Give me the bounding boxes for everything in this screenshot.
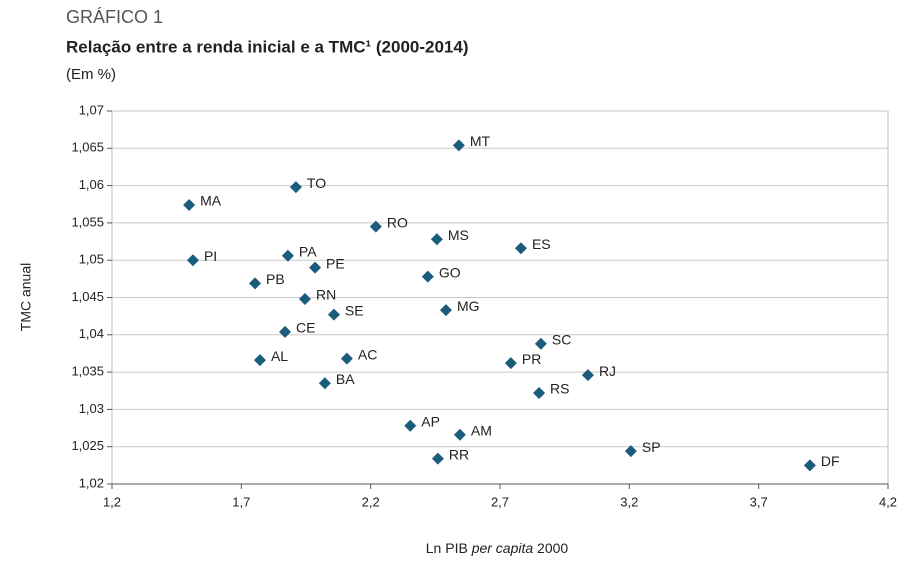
- point: [249, 277, 262, 290]
- point: [253, 354, 266, 367]
- x-axis-label-part: per capita: [471, 540, 534, 556]
- point: [430, 233, 443, 246]
- y-tick-label: 1,035: [71, 364, 104, 379]
- point-label: MS: [448, 227, 469, 243]
- point: [318, 377, 331, 390]
- x-axis-label: Ln PIB per capita 2000: [426, 540, 569, 556]
- point: [279, 325, 292, 338]
- point-label: CE: [296, 320, 315, 336]
- point: [298, 292, 311, 305]
- point-label: AP: [421, 414, 440, 430]
- x-tick-label: 1,2: [103, 494, 121, 509]
- y-tick-label: 1,045: [71, 289, 104, 304]
- point: [186, 254, 199, 267]
- point-label: SC: [552, 331, 571, 347]
- point-label: MA: [200, 193, 222, 209]
- y-tick-label: 1,06: [79, 177, 104, 192]
- point-label: PA: [299, 243, 317, 259]
- point-label: RO: [387, 214, 408, 230]
- chart-title: Relação entre a renda inicial e a TMC¹ (…: [66, 37, 469, 56]
- point-label: AC: [358, 346, 377, 362]
- y-tick-label: 1,04: [79, 326, 104, 341]
- point: [504, 357, 517, 370]
- point: [369, 220, 382, 233]
- point-label: AL: [271, 348, 288, 364]
- point: [183, 198, 196, 211]
- y-axis-label: TMC anual: [18, 263, 34, 331]
- point: [289, 181, 302, 194]
- point-label: PI: [204, 248, 217, 264]
- y-tick-label: 1,05: [79, 252, 104, 267]
- point-label: RJ: [599, 363, 616, 379]
- y-tick-label: 1,025: [71, 438, 104, 453]
- point: [534, 337, 547, 350]
- point-label: MG: [457, 298, 480, 314]
- point: [327, 308, 340, 321]
- point: [533, 386, 546, 399]
- point: [421, 270, 434, 283]
- point-label: MT: [470, 133, 491, 149]
- point-label: SE: [345, 302, 364, 318]
- x-tick-label: 2,2: [362, 494, 380, 509]
- y-tick-label: 1,07: [79, 102, 104, 117]
- x-tick-label: 3,2: [620, 494, 638, 509]
- point: [281, 249, 294, 262]
- point-label: PR: [522, 351, 541, 367]
- point: [624, 445, 637, 458]
- point-label: ES: [532, 236, 551, 252]
- point: [431, 452, 444, 465]
- x-tick-label: 1,7: [232, 494, 250, 509]
- y-tick-label: 1,065: [71, 140, 104, 155]
- point-label: RS: [550, 381, 569, 397]
- point: [340, 352, 353, 365]
- point: [404, 419, 417, 432]
- x-axis-label-part: 2000: [533, 540, 568, 556]
- x-tick-label: 2,7: [491, 494, 509, 509]
- point: [452, 139, 465, 152]
- chart-subtitle: (Em %): [66, 66, 116, 83]
- y-tick-label: 1,02: [79, 475, 104, 490]
- point-label: DF: [821, 453, 840, 469]
- x-tick-label: 3,7: [750, 494, 768, 509]
- x-axis-label-part: Ln PIB: [426, 540, 472, 556]
- point-label: AM: [471, 422, 492, 438]
- point-label: RN: [316, 287, 336, 303]
- point-label: SP: [642, 439, 661, 455]
- chart-label: GRÁFICO 1: [66, 7, 163, 27]
- y-tick-label: 1,055: [71, 214, 104, 229]
- point-label: PE: [326, 255, 345, 271]
- point: [581, 369, 594, 382]
- point-label: RR: [449, 446, 469, 462]
- point-label: PB: [266, 271, 285, 287]
- point: [453, 428, 466, 441]
- point-label: GO: [439, 264, 461, 280]
- point: [439, 304, 452, 317]
- point-label: TO: [307, 175, 326, 191]
- x-tick-label: 4,2: [879, 494, 897, 509]
- y-tick-label: 1,03: [79, 401, 104, 416]
- point: [514, 242, 527, 255]
- point-label: BA: [336, 371, 355, 387]
- point: [803, 459, 816, 472]
- point: [309, 261, 322, 274]
